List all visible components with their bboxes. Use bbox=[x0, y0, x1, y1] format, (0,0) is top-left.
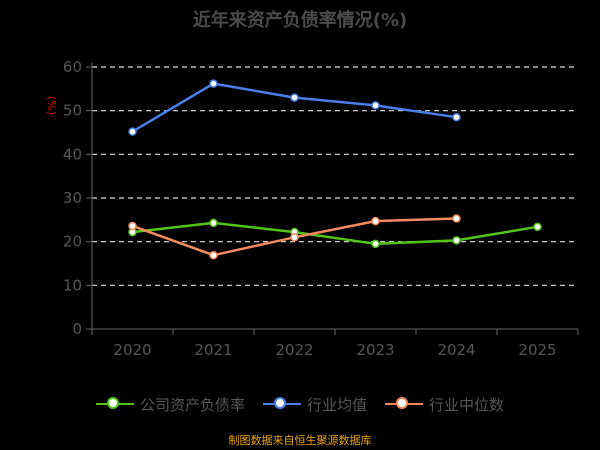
series-line bbox=[132, 221, 538, 246]
data-point bbox=[128, 127, 137, 136]
y-tick-label: 0 bbox=[72, 320, 82, 338]
y-tick-label: 60 bbox=[63, 58, 82, 76]
legend-item: 公司资产负债率 bbox=[95, 394, 245, 415]
y-tick-label: 30 bbox=[63, 189, 82, 207]
legend: 公司资产负债率 行业均值 行业中位数 bbox=[0, 390, 600, 418]
source-footer: 制图数据来自恒生聚源数据库 bbox=[228, 434, 372, 447]
x-tick-label: 2023 bbox=[356, 341, 394, 359]
data-point bbox=[209, 79, 218, 88]
data-point bbox=[209, 250, 218, 260]
data-point bbox=[533, 222, 542, 232]
data-point bbox=[290, 233, 299, 242]
x-tick-label: 2021 bbox=[194, 341, 232, 359]
series-3 bbox=[128, 214, 461, 260]
data-point bbox=[371, 239, 380, 249]
legend-label: 行业均值 bbox=[306, 395, 367, 414]
data-point bbox=[209, 218, 218, 228]
chart-title: 近年来资产负债率情况(%) bbox=[192, 10, 408, 31]
y-axis-label: (%) bbox=[45, 96, 58, 115]
x-tick-labels: 2020 2021 2022 2023 2024 2025 bbox=[113, 341, 556, 359]
x-tick-label: 2022 bbox=[275, 341, 313, 359]
data-point bbox=[452, 112, 461, 122]
x-tick-label: 2020 bbox=[113, 341, 151, 359]
legend-marker-icon bbox=[262, 397, 301, 411]
gridlines bbox=[92, 66, 578, 286]
y-tick-label: 40 bbox=[63, 145, 82, 163]
y-tick-label: 20 bbox=[63, 233, 82, 251]
series-2 bbox=[128, 79, 461, 136]
legend-marker-icon bbox=[95, 397, 134, 411]
x-tick-label: 2024 bbox=[437, 341, 475, 359]
series-line bbox=[131, 82, 457, 133]
data-point bbox=[371, 101, 380, 110]
series-1 bbox=[128, 218, 542, 249]
data-point bbox=[128, 221, 137, 231]
legend-marker-icon bbox=[385, 397, 423, 411]
data-point bbox=[290, 93, 299, 102]
legend-label: 公司资产负债率 bbox=[139, 395, 245, 414]
x-tick-label: 2025 bbox=[518, 341, 556, 359]
data-point bbox=[452, 214, 461, 223]
legend-item: 行业均值 bbox=[262, 394, 367, 415]
y-tick-labels: 0 10 20 30 40 50 60 bbox=[63, 58, 82, 338]
axes bbox=[86, 63, 579, 335]
y-tick-label: 50 bbox=[63, 102, 82, 120]
legend-item: 行业中位数 bbox=[385, 394, 504, 415]
y-tick-label: 10 bbox=[63, 276, 82, 294]
data-point bbox=[371, 216, 380, 226]
data-point bbox=[452, 236, 461, 245]
legend-label: 行业中位数 bbox=[429, 395, 505, 414]
series-group bbox=[128, 79, 542, 260]
